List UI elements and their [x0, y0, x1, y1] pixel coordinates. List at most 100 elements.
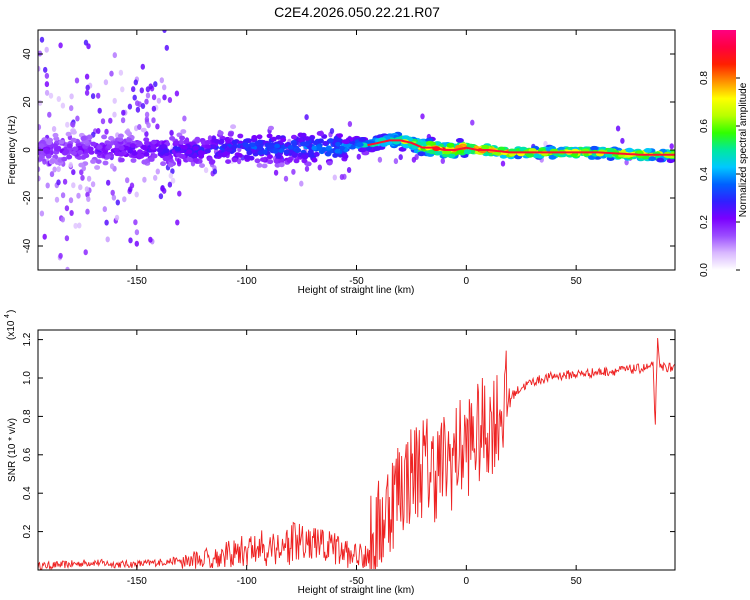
spectrogram-ytick-label: -40 — [22, 238, 33, 253]
spectrogram-cell — [393, 158, 399, 165]
spectrogram-cell — [106, 179, 111, 186]
spectrogram-cell — [217, 152, 224, 158]
spectrogram-cell — [42, 233, 47, 240]
spectrogram-cell — [205, 144, 212, 150]
spectrogram-cell — [301, 158, 308, 164]
spectrogram-xtick-label: -100 — [237, 276, 257, 287]
colorbar-tick-label: 0.2 — [699, 215, 710, 229]
spectrogram-ridge — [367, 139, 675, 156]
spectrogram-cell — [118, 69, 124, 76]
spectrogram-cell — [434, 150, 443, 156]
spectrogram-cell — [71, 150, 77, 156]
spectrogram-cell — [151, 153, 158, 159]
spectrogram-cell — [56, 96, 61, 102]
spectrogram-cell — [213, 139, 220, 144]
spectrogram-cell — [103, 79, 109, 86]
snr-xtick-label: -100 — [237, 576, 257, 587]
spectrogram-cell — [199, 163, 205, 169]
spectrogram-cell — [163, 148, 170, 153]
spectrogram-cell — [300, 141, 307, 147]
spectrogram-cell — [43, 66, 48, 73]
colorbar-tick-label: 0.8 — [699, 71, 710, 85]
spectrogram-cell — [115, 199, 121, 206]
spectrogram-cell — [78, 162, 85, 168]
spectrogram-cell — [69, 210, 74, 216]
spectrogram-cell — [297, 137, 304, 143]
spectrogram-cell — [144, 98, 149, 105]
spectrogram-cell — [339, 174, 345, 180]
spectrogram-cell — [51, 126, 57, 132]
colorbar: 0.0 0.2 0.4 0.6 0.8 Normalized spectral ampl… — [699, 30, 749, 277]
spectrogram-cell — [90, 159, 97, 164]
spectrogram-cell — [122, 196, 127, 203]
spectrogram-cell — [192, 145, 199, 151]
spectrogram-cell — [113, 147, 120, 152]
spectrogram-cell — [666, 158, 675, 164]
spectrogram-cell — [38, 166, 41, 173]
spectrogram-cell — [108, 135, 115, 141]
spectrogram-cell — [151, 139, 157, 145]
spectrogram-cell — [164, 156, 170, 161]
spectrogram-cell — [162, 94, 167, 101]
spectrogram-cell — [470, 119, 475, 126]
spectrogram-cell — [267, 144, 274, 150]
spectrogram-cell — [455, 138, 464, 143]
spectrogram-cell — [137, 149, 143, 155]
spectrogram-cell — [256, 163, 263, 168]
spectrogram-cell — [39, 36, 45, 43]
spectrogram-cell — [620, 137, 625, 144]
spectrogram-cell — [204, 148, 211, 154]
spectrogram-cell — [287, 145, 294, 150]
spectrogram-cell — [339, 145, 345, 151]
spectrogram-cell — [286, 158, 293, 163]
spectrogram-cell — [86, 134, 93, 140]
spectrogram-cell — [304, 165, 310, 172]
spectrogram-cell — [499, 153, 508, 159]
spectrogram-cell — [273, 169, 279, 176]
snr-scale-exponent: 4 — [4, 314, 11, 318]
colorbar-tick-label: 0.4 — [699, 167, 710, 181]
spectrogram-cell — [136, 140, 143, 146]
spectrogram-cell — [68, 161, 73, 168]
spectrogram-cell — [159, 77, 164, 84]
spectrogram-cell — [142, 176, 147, 183]
spectrogram-cell — [210, 144, 217, 150]
spectrogram-cell — [70, 137, 77, 143]
spectrogram-cell — [425, 140, 434, 146]
spectrogram-cell — [169, 136, 176, 141]
spectrogram-cell — [398, 154, 403, 161]
spectrogram-cell — [144, 131, 149, 137]
spectrogram-cell — [242, 142, 249, 148]
spectrogram-cell — [463, 149, 472, 155]
spectrogram-cell — [60, 102, 66, 109]
spectrogram-cell — [38, 65, 41, 72]
spectrogram-cell — [61, 156, 68, 162]
spectrogram-cell — [590, 145, 599, 151]
spectrogram-cell — [60, 216, 65, 223]
spectrogram-cell — [65, 131, 72, 137]
spectrogram-cell — [325, 145, 332, 151]
spectrogram-cell — [221, 143, 228, 149]
spectrogram-cell — [73, 222, 78, 229]
snr-ytick-label: 1.0 — [22, 371, 33, 385]
spectrogram-cell — [246, 150, 253, 156]
spectrogram-ylabel: Frequency (Hz) — [7, 116, 18, 185]
spectrogram-cell — [497, 146, 506, 152]
spectrogram-cell — [236, 153, 243, 158]
spectrogram-cell — [137, 124, 142, 130]
spectrogram-cell — [168, 172, 173, 179]
spectrogram-cell — [332, 174, 337, 181]
spectrogram-cell — [257, 150, 264, 156]
spectrogram-xtick-label: 50 — [571, 276, 583, 287]
spectrogram-cell — [236, 158, 242, 165]
spectrogram-cell — [47, 111, 52, 118]
spectrogram-cell — [230, 124, 237, 130]
spectrogram-cell — [177, 190, 182, 197]
spectrogram-cell — [84, 73, 90, 80]
spectrogram-cell — [140, 127, 147, 133]
spectrogram-cell — [129, 143, 136, 148]
spectrogram-cell — [174, 146, 181, 152]
spectrogram-cell — [162, 84, 167, 91]
spectrogram-cell — [198, 154, 205, 159]
